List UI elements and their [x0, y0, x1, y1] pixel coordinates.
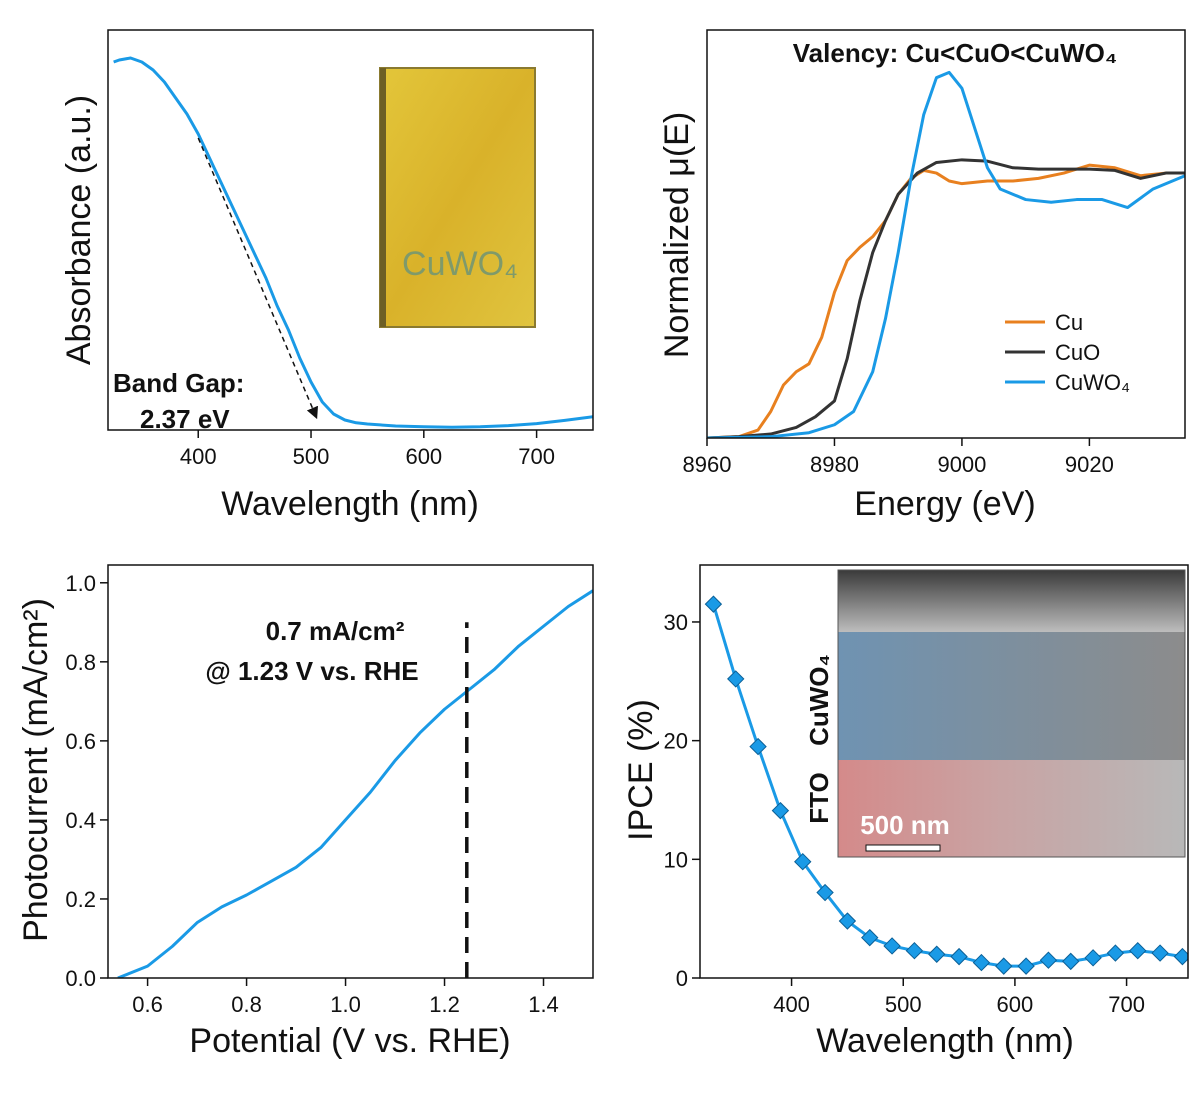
x-tick-label: 9020 [1065, 452, 1114, 477]
data-marker [1084, 949, 1102, 967]
annotation: 0.7 mA/cm² [266, 616, 405, 646]
data-marker [883, 937, 901, 955]
y-tick-label: 10 [664, 847, 688, 872]
x-tick-label: 8960 [683, 452, 732, 477]
data-marker [905, 941, 924, 960]
x-axis-label: Energy (eV) [854, 485, 1035, 523]
layer-label: FTO [804, 772, 834, 824]
x-tick-label: 700 [1108, 992, 1145, 1017]
plot-area [117, 589, 593, 978]
x-tick-label: 600 [405, 444, 442, 469]
data-marker [1129, 941, 1147, 960]
x-tick-label: 600 [997, 992, 1034, 1017]
y-tick-label: 1.0 [65, 571, 96, 596]
data-marker [1106, 944, 1125, 962]
y-axis-label: Normalized μ(E) [658, 112, 696, 358]
series-line [707, 158, 1185, 438]
data-marker [816, 883, 834, 902]
data-marker [1039, 951, 1058, 969]
x-tick-label: 500 [885, 992, 922, 1017]
y-tick-label: 0.0 [65, 966, 96, 991]
data-marker [1151, 944, 1169, 962]
data-marker [1017, 957, 1035, 975]
plot-frame [706, 29, 1186, 439]
y-axis-label: Photocurrent (mA/cm²) [17, 598, 55, 942]
data-marker [749, 737, 767, 756]
data-marker [950, 947, 968, 966]
y-tick-label: 0 [676, 966, 688, 991]
y-tick-label: 0.2 [65, 887, 96, 912]
y-tick-label: 0.6 [65, 729, 96, 754]
y-tick-label: 0.8 [65, 650, 96, 675]
annotation: Band Gap: [113, 368, 244, 398]
y-axis-label: Absorbance (a.u.) [60, 95, 98, 365]
data-marker [861, 928, 879, 947]
sem-image: CuWO₄ FTO 500 nm [804, 569, 1186, 858]
data-marker [972, 953, 991, 972]
layer-label: CuWO₄ [804, 654, 834, 746]
x-tick-label: 8980 [810, 452, 859, 477]
series-line [707, 163, 1185, 438]
x-tick-label: 500 [293, 444, 330, 469]
series-line [117, 589, 593, 978]
scale-bar-label: 500 nm [860, 810, 950, 840]
data-marker [704, 595, 723, 613]
annotation: @ 1.23 V vs. RHE [205, 656, 418, 686]
series-line [711, 603, 1183, 968]
tangent-line [197, 137, 318, 420]
x-axis-label: Wavelength (nm) [221, 485, 479, 523]
x-tick-label: 0.8 [231, 992, 262, 1017]
legend-label: Cu [1055, 310, 1083, 335]
plot-area [704, 595, 1188, 975]
x-axis-label: Potential (V vs. RHE) [189, 1022, 510, 1060]
x-tick-label: 9000 [937, 452, 986, 477]
y-tick-label: 20 [664, 729, 688, 754]
plot-frame [107, 29, 594, 431]
series-line [707, 70, 1185, 438]
plot-area [113, 56, 593, 429]
x-tick-label: 400 [773, 992, 810, 1017]
legend-label: CuWO₄ [1055, 370, 1130, 395]
photo-label: CuWO₄ [402, 245, 518, 283]
y-tick-label: 30 [664, 610, 688, 635]
x-tick-label: 0.6 [132, 992, 163, 1017]
x-axis-label: Wavelength (nm) [816, 1022, 1074, 1060]
data-marker [794, 852, 812, 871]
x-tick-label: 1.4 [528, 992, 559, 1017]
plot-area [707, 70, 1185, 438]
y-tick-label: 0.4 [65, 808, 96, 833]
data-marker [928, 945, 946, 963]
x-tick-label: 1.0 [330, 992, 361, 1017]
legend-label: CuO [1055, 340, 1100, 365]
annotation: Valency: Cu<CuO<CuWO₄ [793, 38, 1117, 68]
x-tick-label: 700 [518, 444, 555, 469]
y-axis-label: IPCE (%) [622, 699, 660, 841]
series-line [113, 56, 593, 429]
sample-photo: CuWO₄ [379, 67, 536, 328]
plot-frame [107, 564, 594, 979]
annotation: 2.37 eV [140, 404, 230, 434]
scale-bar [865, 844, 941, 852]
data-marker [838, 912, 857, 930]
data-marker [771, 801, 790, 820]
data-marker [1062, 952, 1080, 971]
x-tick-label: 400 [180, 444, 217, 469]
data-marker [995, 957, 1013, 975]
data-marker [727, 670, 745, 688]
x-tick-label: 1.2 [429, 992, 460, 1017]
plot-frame [699, 564, 1189, 979]
